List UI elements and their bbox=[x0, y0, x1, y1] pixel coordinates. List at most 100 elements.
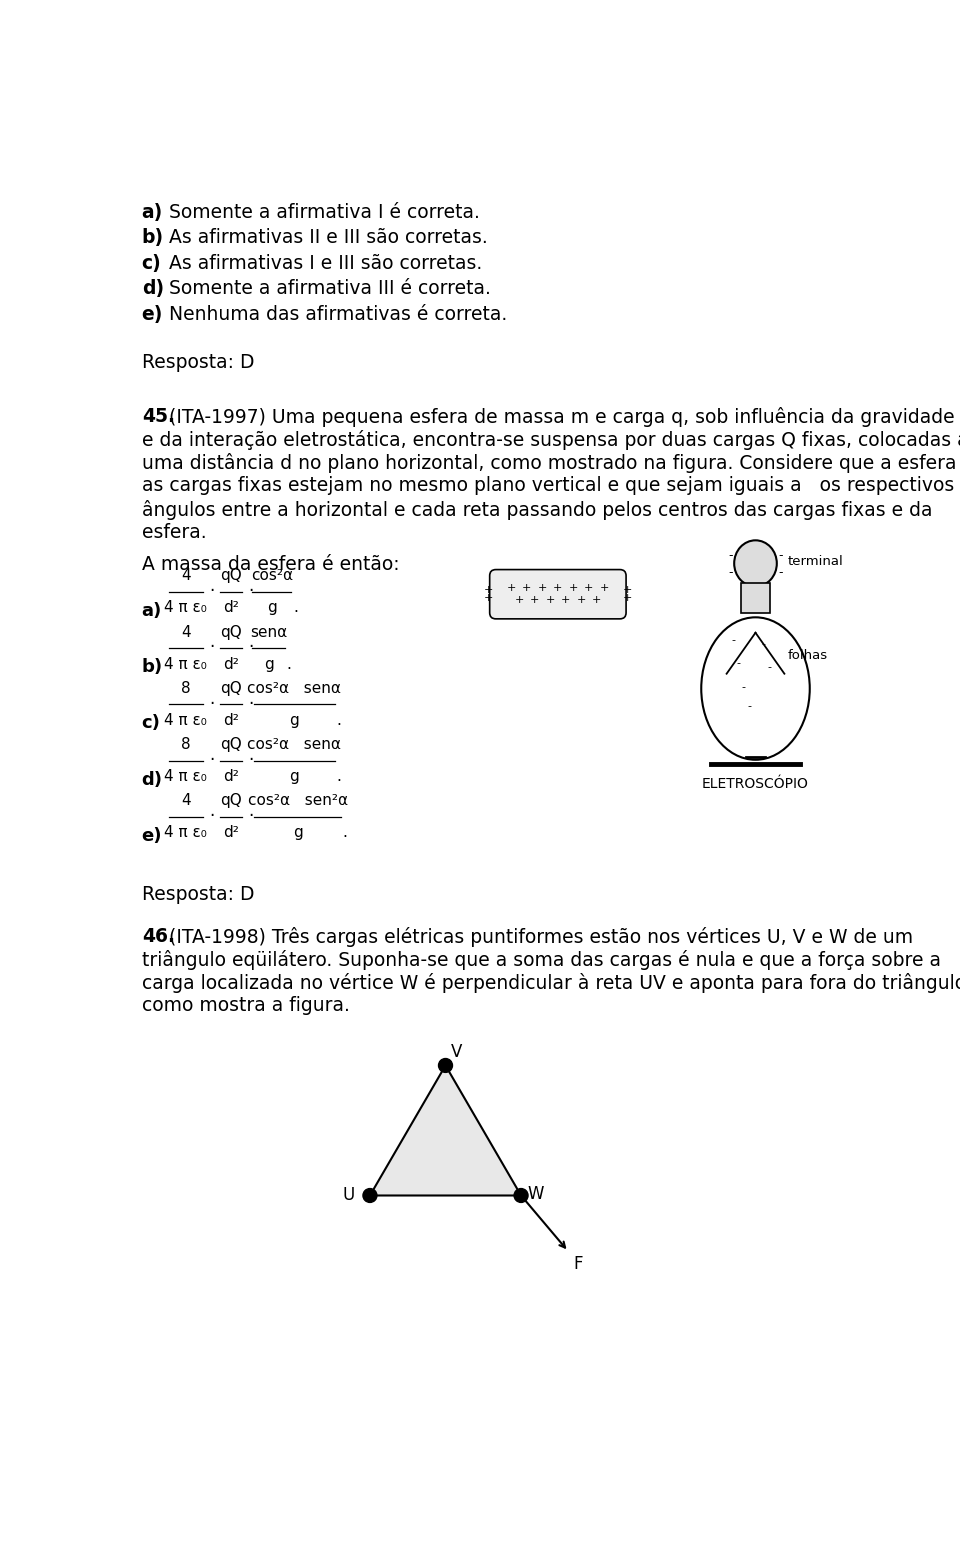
Text: As afirmativas I e III são corretas.: As afirmativas I e III são corretas. bbox=[163, 254, 483, 273]
Text: +: + bbox=[585, 583, 593, 592]
Text: 4 π ε₀: 4 π ε₀ bbox=[164, 769, 207, 783]
Text: b): b) bbox=[142, 228, 164, 248]
Text: +: + bbox=[522, 583, 532, 592]
Text: 8: 8 bbox=[181, 737, 191, 752]
Text: +: + bbox=[507, 583, 516, 592]
Text: +: + bbox=[561, 596, 570, 605]
Circle shape bbox=[439, 1058, 452, 1072]
Text: As afirmativas II e III são corretas.: As afirmativas II e III são corretas. bbox=[163, 228, 488, 248]
Text: 45.: 45. bbox=[142, 406, 175, 427]
Text: +: + bbox=[545, 596, 555, 605]
Text: F: F bbox=[573, 1255, 583, 1273]
Text: .: . bbox=[343, 825, 348, 841]
Text: 4 π ε₀: 4 π ε₀ bbox=[164, 825, 207, 841]
Text: g: g bbox=[290, 769, 300, 783]
Text: folhas: folhas bbox=[788, 650, 828, 662]
Text: +: + bbox=[538, 583, 547, 592]
Text: g: g bbox=[290, 713, 300, 727]
Text: +: + bbox=[484, 585, 492, 596]
Text: A massa da esfera é então:: A massa da esfera é então: bbox=[142, 555, 399, 574]
Circle shape bbox=[515, 1188, 528, 1202]
Text: -: - bbox=[778, 549, 782, 561]
Text: +: + bbox=[553, 583, 563, 592]
Text: qQ: qQ bbox=[220, 681, 242, 696]
Text: d): d) bbox=[142, 771, 162, 788]
Text: triângulo eqüilátero. Suponha-se que a soma das cargas é nula e que a força sobr: triângulo eqüilátero. Suponha-se que a s… bbox=[142, 949, 941, 969]
Text: ângulos entre a horizontal e cada reta passando pelos centros das cargas fixas e: ângulos entre a horizontal e cada reta p… bbox=[142, 499, 932, 520]
Text: ·: · bbox=[248, 695, 253, 712]
Text: terminal: terminal bbox=[788, 555, 844, 568]
Text: (ITA-1998) Três cargas elétricas puntiformes estão nos vértices U, V e W de um: (ITA-1998) Três cargas elétricas puntifo… bbox=[163, 927, 914, 946]
Text: ELETROSCÓPIO: ELETROSCÓPIO bbox=[702, 777, 809, 791]
Text: -: - bbox=[729, 566, 732, 579]
Text: senα: senα bbox=[250, 625, 287, 639]
Text: a): a) bbox=[142, 203, 163, 222]
Text: e): e) bbox=[142, 827, 162, 845]
Text: como mostra a figura.: como mostra a figura. bbox=[142, 996, 349, 1016]
Text: 4 π ε₀: 4 π ε₀ bbox=[164, 600, 207, 616]
Text: esfera.: esfera. bbox=[142, 523, 206, 541]
Text: qQ: qQ bbox=[220, 793, 242, 808]
Text: uma distância d no plano horizontal, como mostrado na figura. Considere que a es: uma distância d no plano horizontal, com… bbox=[142, 453, 960, 473]
Text: as cargas fixas estejam no mesmo plano vertical e que sejam iguais a   os respec: as cargas fixas estejam no mesmo plano v… bbox=[142, 476, 954, 495]
Text: .: . bbox=[337, 769, 342, 783]
Text: qQ: qQ bbox=[220, 568, 242, 583]
Text: +: + bbox=[515, 596, 524, 605]
Text: +: + bbox=[592, 596, 601, 605]
Text: +: + bbox=[530, 596, 540, 605]
Text: cos²α   sen²α: cos²α sen²α bbox=[248, 793, 348, 808]
Text: a): a) bbox=[142, 602, 162, 620]
Text: 4 π ε₀: 4 π ε₀ bbox=[164, 656, 207, 672]
Text: cos²α: cos²α bbox=[251, 568, 293, 583]
Text: Resposta: D: Resposta: D bbox=[142, 354, 254, 372]
Text: d²: d² bbox=[223, 769, 239, 783]
Text: ·: · bbox=[209, 582, 214, 600]
Text: d): d) bbox=[142, 279, 164, 298]
Text: cos²α   senα: cos²α senα bbox=[248, 737, 342, 752]
Text: +: + bbox=[623, 585, 633, 596]
Text: e): e) bbox=[142, 304, 163, 324]
Text: -: - bbox=[767, 662, 772, 673]
Text: g: g bbox=[267, 600, 276, 616]
Text: ·: · bbox=[248, 751, 253, 769]
Text: c): c) bbox=[142, 254, 161, 273]
Text: b): b) bbox=[142, 658, 163, 676]
Ellipse shape bbox=[701, 617, 809, 760]
Text: ·: · bbox=[209, 639, 214, 656]
Text: qQ: qQ bbox=[220, 625, 242, 639]
Text: 4: 4 bbox=[181, 568, 191, 583]
Text: d²: d² bbox=[223, 825, 239, 841]
Text: ·: · bbox=[248, 639, 253, 656]
Text: .: . bbox=[337, 713, 342, 727]
Text: .: . bbox=[293, 600, 298, 616]
Text: 4: 4 bbox=[181, 793, 191, 808]
Text: ·: · bbox=[248, 807, 253, 825]
Text: +: + bbox=[568, 583, 578, 592]
Text: Nenhuma das afirmativas é correta.: Nenhuma das afirmativas é correta. bbox=[163, 304, 508, 324]
Text: -: - bbox=[778, 566, 782, 579]
Text: d²: d² bbox=[223, 600, 239, 616]
Text: Somente a afirmativa III é correta.: Somente a afirmativa III é correta. bbox=[163, 279, 492, 298]
Text: ·: · bbox=[209, 695, 214, 712]
Text: -: - bbox=[741, 681, 745, 692]
Circle shape bbox=[363, 1188, 377, 1202]
Text: -: - bbox=[761, 639, 765, 650]
Text: (ITA-1997) Uma pequena esfera de massa m e carga q, sob influência da gravidade: (ITA-1997) Uma pequena esfera de massa m… bbox=[163, 406, 955, 427]
Text: d²: d² bbox=[223, 713, 239, 727]
Text: +: + bbox=[623, 592, 633, 603]
Text: 4 π ε₀: 4 π ε₀ bbox=[164, 713, 207, 727]
Text: V: V bbox=[451, 1042, 463, 1061]
Ellipse shape bbox=[734, 540, 777, 586]
Text: Resposta: D: Resposta: D bbox=[142, 884, 254, 904]
Text: carga localizada no vértice W é perpendicular à reta UV e aponta para fora do tr: carga localizada no vértice W é perpendi… bbox=[142, 972, 960, 993]
Text: .: . bbox=[287, 656, 292, 672]
Text: +: + bbox=[484, 592, 492, 603]
Text: d²: d² bbox=[223, 656, 239, 672]
Text: -: - bbox=[729, 549, 732, 561]
Text: -: - bbox=[732, 636, 735, 645]
Text: cos²α   senα: cos²α senα bbox=[248, 681, 342, 696]
Polygon shape bbox=[370, 1066, 521, 1196]
Text: ·: · bbox=[209, 751, 214, 769]
Text: g: g bbox=[293, 825, 302, 841]
Text: ·: · bbox=[209, 807, 214, 825]
